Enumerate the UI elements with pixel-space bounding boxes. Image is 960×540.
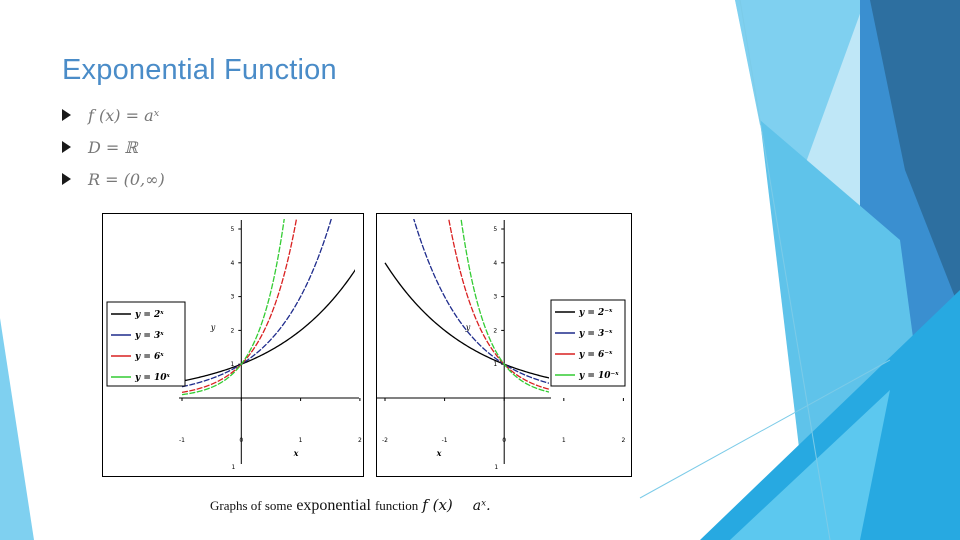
x-tick-label: 0 [502,437,506,444]
y-tick-label-negative: 1 [231,464,235,471]
caption-part-2: exponential [296,497,371,514]
legend-box [550,299,626,387]
x-tick-label: 0 [239,437,243,444]
y-tick-label: 4 [493,260,497,267]
figure-caption: Graphs of some exponential function f (x… [210,496,491,515]
y-tick-label: 2 [493,327,497,334]
legend-entry: y = 2ˣ [134,310,164,320]
y-tick-label: 3 [230,294,234,301]
bullet-text-domain: D = ℝ [88,137,138,157]
y-tick-label: 1 [230,361,234,368]
bullet-text-range: R = (0,∞) [88,169,165,189]
bullet-arrow-icon [62,173,71,185]
deco-shape-bottom-light [730,390,890,540]
x-tick-label: -1 [179,437,185,444]
deco-shape-bottom [700,290,960,540]
y-tick-label: 3 [493,294,497,301]
y-tick-label: 5 [493,226,497,233]
deco-line-1 [739,0,831,540]
legend-box [106,301,186,387]
series-line-0 [182,269,355,382]
bullet-arrow-icon [62,141,71,153]
caption-part-5: aˣ. [472,498,491,514]
bullet-domain: D = ℝ [62,136,138,158]
caption-part-1: Graphs of some [210,498,293,513]
bullet-range: R = (0,∞) [62,168,165,190]
y-tick-label-negative: 1 [494,464,498,471]
legend-entry: y = 6⁻ˣ [578,350,613,360]
x-tick-label: 1 [299,437,303,444]
y-axis-label: y [210,323,216,332]
legend-entry: y = 10ˣ [134,373,171,383]
slide-title: Exponential Function [62,54,337,86]
series-line-3 [182,219,285,396]
series-line-1 [182,219,332,388]
legend-entry: y = 3⁻ˣ [578,329,613,339]
bullet-arrow-icon [62,109,71,121]
x-axis-label: x [436,448,442,458]
x-tick-label: 2 [358,437,362,444]
bullet-function: f (x) = aˣ [62,104,159,126]
legend-entry: y = 6ˣ [134,352,164,362]
bullet-text-function: f (x) = aˣ [88,105,160,125]
deco-shape-cyan [735,0,865,165]
x-tick-label: 1 [562,437,566,444]
legend-entry: y = 3ˣ [134,331,164,341]
y-tick-label: 4 [230,260,234,267]
x-tick-label: -2 [382,437,388,444]
y-tick-label: 5 [230,226,234,233]
deco-left-sliver [0,318,34,540]
legend-entry: y = 10⁻ˣ [578,371,619,381]
y-tick-label: 1 [493,361,497,368]
caption-part-4: f (x) [422,496,453,514]
deco-line-2 [639,359,891,499]
series-line-3 [460,219,549,393]
x-axis-label: x [293,448,299,458]
x-tick-label: -1 [442,437,448,444]
deco-shape-dark [870,0,960,310]
x-tick-label: 2 [621,437,625,444]
caption-part-3: function [374,498,419,513]
y-axis-label: y [465,323,471,332]
legend-entry: y = 2⁻ˣ [578,308,613,318]
series-line-2 [182,219,298,394]
y-tick-label: 2 [230,327,234,334]
